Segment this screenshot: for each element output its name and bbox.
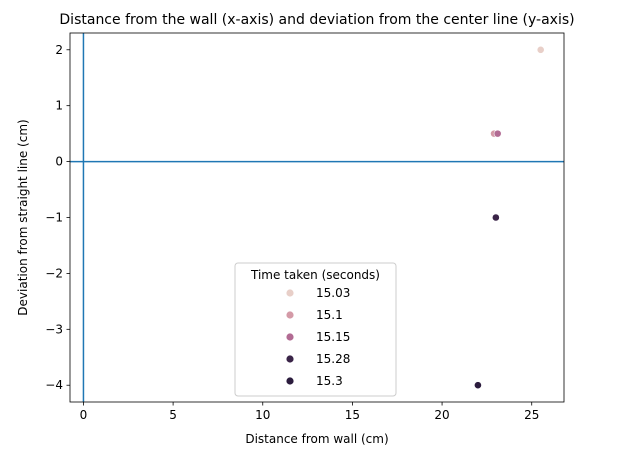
- data-point: [493, 129, 502, 138]
- legend-items: 15.03 15.1 15.15 15.28 15.3: [286, 286, 350, 388]
- legend: Time taken (seconds) 15.03 15.1 15.15 15.28…: [234, 262, 397, 397]
- y-tick-label: −2: [45, 266, 63, 280]
- y-tick-label: −3: [45, 322, 63, 336]
- y-tick-label: 2: [55, 43, 63, 57]
- legend-label: 15.15: [316, 330, 350, 344]
- legend-marker: [286, 311, 294, 319]
- y-tick-label: 0: [55, 155, 63, 169]
- legend-title: Time taken (seconds): [250, 268, 380, 282]
- legend-label: 15.03: [316, 286, 350, 300]
- x-tick-label: 5: [169, 408, 177, 422]
- x-tick-label: 0: [80, 408, 88, 422]
- data-point: [474, 381, 482, 390]
- legend-label: 15.1: [316, 308, 343, 322]
- x-tick-label: 15: [345, 408, 360, 422]
- y-tick-label: −1: [45, 211, 63, 225]
- y-tick-label: 1: [55, 99, 63, 113]
- x-tick-label: 25: [524, 408, 539, 422]
- legend-marker: [286, 377, 294, 385]
- x-tick-label: 20: [434, 408, 449, 422]
- legend-label: 15.28: [316, 352, 350, 366]
- x-tick-label: 10: [255, 408, 270, 422]
- legend-label: 15.3: [316, 374, 343, 388]
- legend-marker: [286, 333, 294, 341]
- y-tick-label: −4: [45, 378, 63, 392]
- x-axis-label: Distance from wall (cm): [245, 432, 388, 446]
- data-point: [536, 45, 545, 54]
- chart-title: Distance from the wall (x-axis) and devi…: [59, 12, 574, 28]
- legend-box: [234, 262, 397, 397]
- legend-marker: [286, 355, 294, 363]
- plot-area: 0 5 10 15 20 25 −4 −3 −2 −1 0 1 2: [45, 32, 565, 422]
- y-axis-label: Deviation from straight line (cm): [16, 119, 30, 315]
- data-point: [491, 213, 500, 222]
- legend-marker: [286, 289, 294, 297]
